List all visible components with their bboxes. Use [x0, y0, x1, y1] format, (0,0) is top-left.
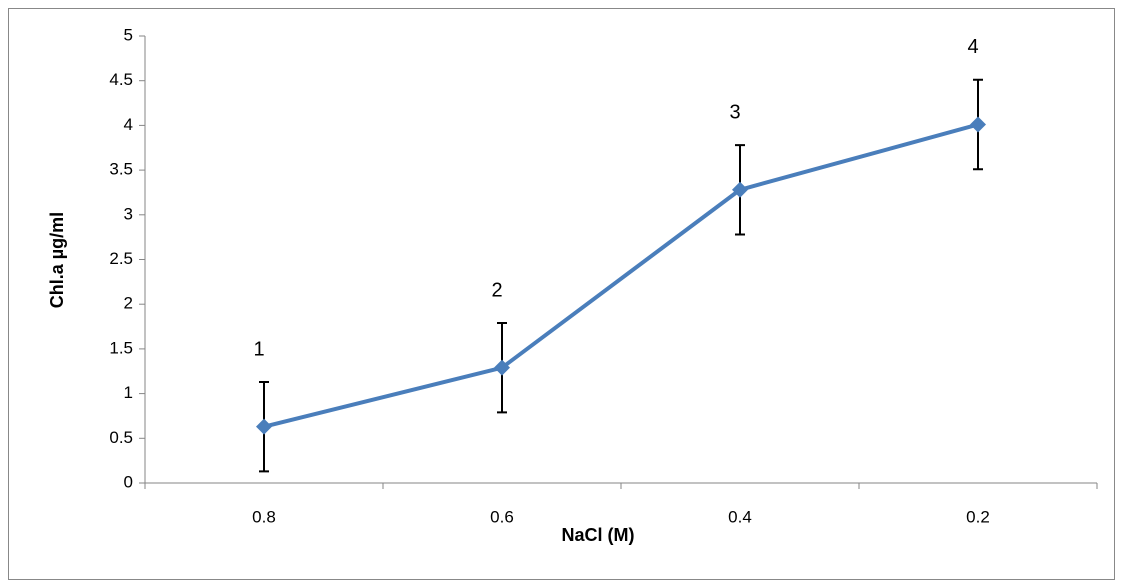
annotation: 1: [253, 338, 264, 360]
data-point: [494, 359, 510, 376]
y-tick-label: 0: [124, 472, 133, 491]
data-line: [263, 122, 979, 429]
y-tick-label: 5: [124, 25, 133, 44]
data-point: [256, 418, 272, 435]
y-tick-label: 4.5: [109, 70, 133, 89]
y-tick-label: 3: [124, 204, 133, 223]
y-tick-label: 1: [124, 383, 133, 402]
x-tick-label: 0.8: [252, 507, 276, 526]
x-tick-label: 0.2: [966, 507, 990, 526]
y-tick-label: 2: [124, 294, 133, 313]
y-tick-label: 4: [124, 115, 133, 134]
chart-frame: [8, 8, 1115, 580]
y-tick-label: 0.5: [109, 428, 133, 447]
data-point: [732, 181, 748, 198]
x-tick-label: 0.6: [490, 507, 514, 526]
annotation: 3: [729, 101, 740, 123]
x-axis-label: NaCl (M): [562, 525, 635, 545]
annotation: 2: [491, 279, 502, 301]
annotation: 4: [967, 36, 978, 58]
x-tick-label: 0.4: [728, 507, 752, 526]
data-point: [970, 116, 986, 133]
y-tick-label: 2.5: [109, 249, 133, 268]
y-tick-label: 3.5: [109, 160, 133, 179]
y-tick-label: 1.5: [109, 338, 133, 357]
y-axis-label: Chl.a µg/ml: [47, 212, 67, 308]
